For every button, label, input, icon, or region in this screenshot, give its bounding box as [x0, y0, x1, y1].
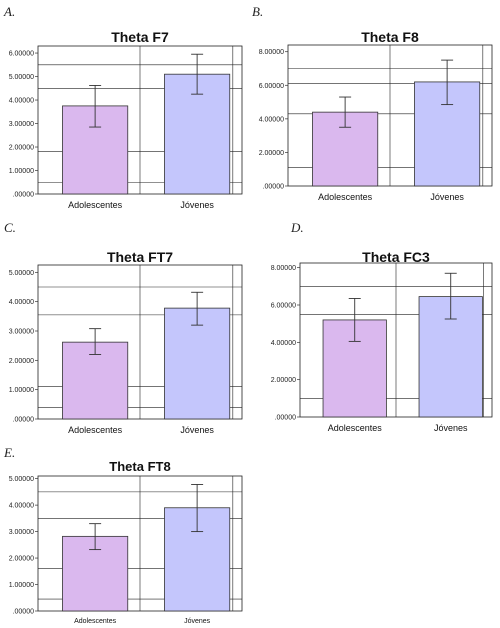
- chart-theta-fc3: Theta FC3 .00000 2.00000 4.00000 6.00000 8.00…: [271, 249, 493, 433]
- y-tick-label: 4.00000: [9, 299, 34, 306]
- y-tick-label: 2.00000: [9, 358, 34, 365]
- category-label: Jóvenes: [180, 425, 214, 435]
- y-tick-label: 2.00000: [9, 556, 34, 563]
- category-label: Jóvenes: [434, 423, 468, 433]
- category-label: Jóvenes: [184, 618, 211, 625]
- y-tick-label: 5.00000: [9, 270, 34, 277]
- y-tick-label: 4.00000: [259, 116, 284, 123]
- category-label: Adolescentes: [74, 618, 117, 625]
- panel-letter-c: C.: [4, 220, 16, 235]
- category-label: Adolescentes: [68, 425, 123, 435]
- y-tick-label: 5.00000: [9, 476, 34, 483]
- y-tick-label: 4.00000: [271, 340, 296, 347]
- chart-title: Theta F8: [361, 29, 419, 45]
- y-tick-label: 2.00000: [271, 377, 296, 384]
- category-label: Adolescentes: [328, 423, 383, 433]
- category-label: Adolescentes: [318, 192, 373, 202]
- chart-theta-ft8: Theta FT8 .00000 1.00000 2.00000 3.00000 4.00…: [9, 459, 243, 625]
- y-tick-label: 8.00000: [259, 49, 284, 56]
- y-tick-label: 6.00000: [9, 51, 34, 58]
- category-label: Jóvenes: [180, 200, 214, 210]
- y-tick-label: 6.00000: [259, 83, 284, 90]
- bar-jovenes: [164, 307, 231, 420]
- bar-adolescentes: [62, 341, 129, 420]
- chart-theta-f7: Theta F7 .00000 1.00000 2.00000 3.00000 4.000…: [9, 29, 243, 210]
- y-tick-label: .00000: [275, 415, 297, 422]
- category-label: Jóvenes: [430, 192, 464, 202]
- y-tick-label: .00000: [13, 192, 35, 199]
- panel-letter-e: E.: [4, 445, 16, 460]
- y-tick-label: .00000: [263, 184, 285, 191]
- y-tick-label: 2.00000: [259, 150, 284, 157]
- y-tick-label: 6.00000: [271, 303, 296, 310]
- y-tick-label: 2.00000: [9, 145, 34, 152]
- category-label: Adolescentes: [68, 200, 123, 210]
- y-tick-label: .00000: [13, 417, 35, 424]
- chart-title: Theta FC3: [362, 249, 430, 265]
- y-tick-label: 1.00000: [9, 168, 34, 175]
- y-tick-label: 1.00000: [9, 582, 34, 589]
- y-tick-label: 5.00000: [9, 74, 34, 81]
- y-tick-label: 3.00000: [9, 529, 34, 536]
- y-tick-label: 8.00000: [271, 265, 296, 272]
- panel-letter-b: B.: [252, 4, 264, 19]
- y-tick-label: 3.00000: [9, 329, 34, 336]
- y-tick-label: .00000: [13, 609, 35, 616]
- chart-title: Theta FT7: [107, 249, 173, 265]
- y-tick-label: 3.00000: [9, 121, 34, 128]
- chart-theta-f8: Theta F8 .00000 2.00000 4.00000 6.00000 8.000…: [259, 29, 493, 202]
- chart-title: Theta F7: [111, 29, 169, 45]
- y-tick-label: 4.00000: [9, 98, 34, 105]
- panel-letter-a: A.: [4, 4, 16, 19]
- chart-title: Theta FT8: [109, 459, 170, 474]
- chart-theta-ft7: Theta FT7 .00000 1.00000 2.00000 3.00000 4.00…: [9, 249, 243, 435]
- y-tick-label: 4.00000: [9, 503, 34, 510]
- panel-letter-d: D.: [291, 220, 304, 235]
- y-tick-label: 1.00000: [9, 387, 34, 394]
